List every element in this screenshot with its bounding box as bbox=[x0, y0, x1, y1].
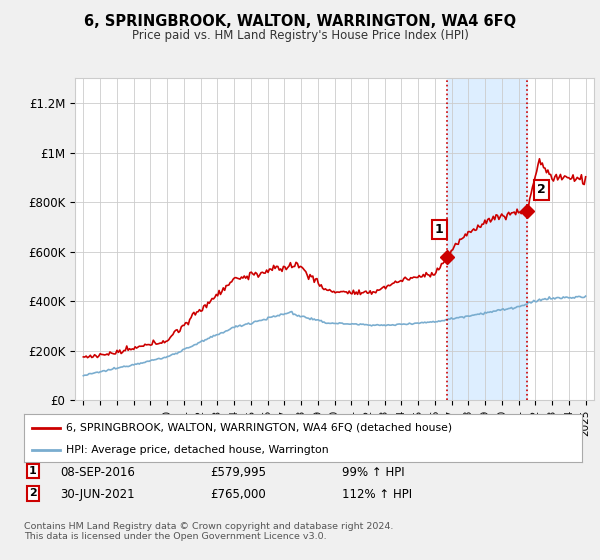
Text: 112% ↑ HPI: 112% ↑ HPI bbox=[342, 488, 412, 501]
Text: HPI: Average price, detached house, Warrington: HPI: Average price, detached house, Warr… bbox=[66, 445, 328, 455]
Text: £765,000: £765,000 bbox=[210, 488, 266, 501]
Text: £579,995: £579,995 bbox=[210, 466, 266, 479]
Text: Price paid vs. HM Land Registry's House Price Index (HPI): Price paid vs. HM Land Registry's House … bbox=[131, 29, 469, 42]
Text: 1: 1 bbox=[435, 223, 443, 236]
Text: 2: 2 bbox=[29, 488, 37, 498]
Text: 99% ↑ HPI: 99% ↑ HPI bbox=[342, 466, 404, 479]
Text: 6, SPRINGBROOK, WALTON, WARRINGTON, WA4 6FQ: 6, SPRINGBROOK, WALTON, WARRINGTON, WA4 … bbox=[84, 14, 516, 29]
Bar bbox=[446, 78, 527, 400]
Text: Contains HM Land Registry data © Crown copyright and database right 2024.
This d: Contains HM Land Registry data © Crown c… bbox=[24, 522, 394, 542]
Text: 1: 1 bbox=[29, 466, 37, 476]
Text: 6, SPRINGBROOK, WALTON, WARRINGTON, WA4 6FQ (detached house): 6, SPRINGBROOK, WALTON, WARRINGTON, WA4 … bbox=[66, 423, 452, 433]
Text: 30-JUN-2021: 30-JUN-2021 bbox=[60, 488, 134, 501]
Text: 08-SEP-2016: 08-SEP-2016 bbox=[60, 466, 135, 479]
Text: 2: 2 bbox=[537, 184, 546, 197]
